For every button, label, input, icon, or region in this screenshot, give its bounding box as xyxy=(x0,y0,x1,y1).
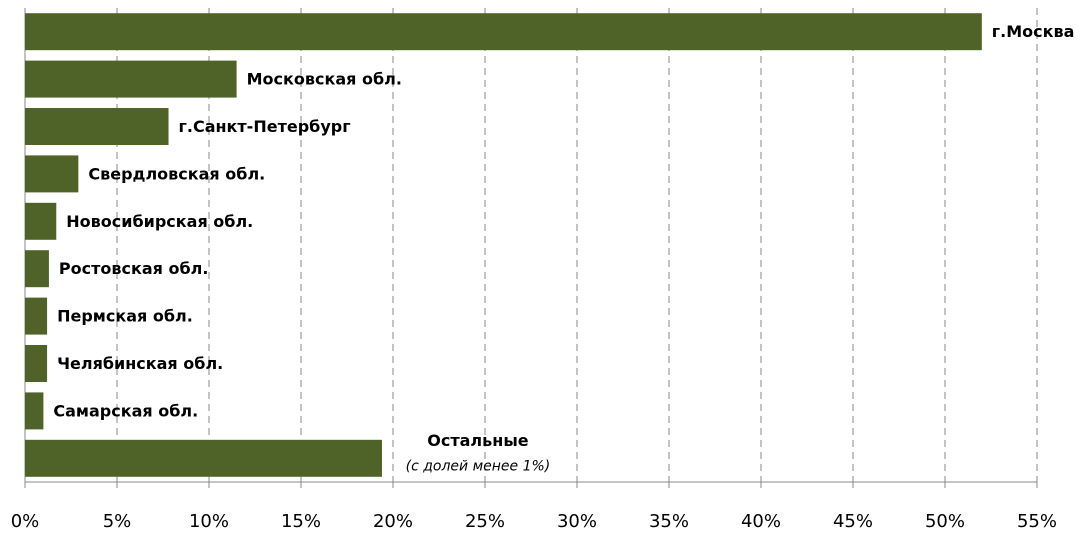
bar xyxy=(25,250,49,288)
category-label: г.Москва xyxy=(992,22,1075,41)
bar xyxy=(25,345,48,382)
x-tick-label: 50% xyxy=(925,511,965,532)
x-tick-label: 30% xyxy=(557,511,597,532)
category-label: Свердловская обл. xyxy=(88,164,265,183)
category-label: Челябинская обл. xyxy=(57,354,223,373)
category-label: Ростовская обл. xyxy=(59,259,209,278)
category-label: Новосибирская обл. xyxy=(66,212,253,231)
x-tick-label: 10% xyxy=(189,511,229,532)
x-tick-label: 55% xyxy=(1017,511,1057,532)
bar xyxy=(25,108,169,145)
x-tick-label: 25% xyxy=(465,511,505,532)
x-tick-label: 20% xyxy=(373,511,413,532)
x-tick-label: 45% xyxy=(833,511,873,532)
category-label: Московская обл. xyxy=(247,70,402,89)
x-tick-label: 0% xyxy=(11,511,40,532)
bar xyxy=(25,13,982,51)
bar xyxy=(25,439,382,477)
x-tick-label: 35% xyxy=(649,511,689,532)
bar xyxy=(25,297,48,335)
bar xyxy=(25,155,79,193)
bar xyxy=(25,60,237,98)
x-tick-label: 15% xyxy=(281,511,321,532)
bar xyxy=(25,202,57,240)
category-label: Пермская обл. xyxy=(57,307,193,326)
annotation: (с долей менее 1%) xyxy=(406,458,551,474)
x-tick-label: 40% xyxy=(741,511,781,532)
bar xyxy=(25,392,44,430)
category-label: г.Санкт-Петербург xyxy=(179,117,351,136)
category-label: Остальные xyxy=(427,431,529,450)
x-tick-label: 5% xyxy=(103,511,132,532)
category-label: Самарская обл. xyxy=(53,401,198,420)
